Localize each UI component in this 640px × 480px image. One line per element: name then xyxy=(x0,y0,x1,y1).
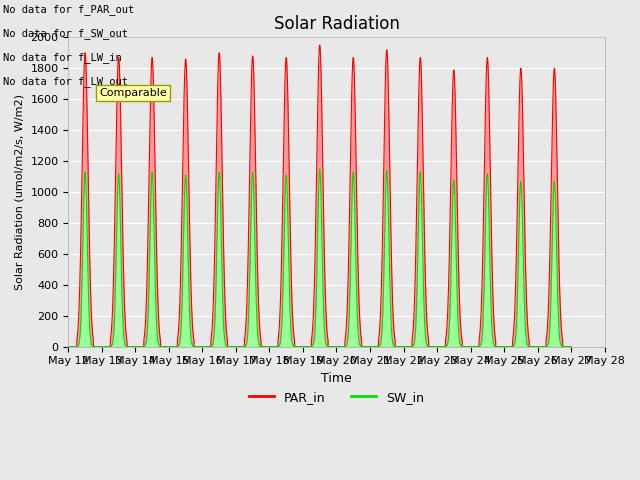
Text: No data for f_LW_in: No data for f_LW_in xyxy=(3,52,122,63)
X-axis label: Time: Time xyxy=(321,372,352,385)
Title: Solar Radiation: Solar Radiation xyxy=(273,15,399,33)
Text: No data for f_PAR_out: No data for f_PAR_out xyxy=(3,4,134,15)
Text: No data for f_SW_out: No data for f_SW_out xyxy=(3,28,128,39)
Legend: PAR_in, SW_in: PAR_in, SW_in xyxy=(244,385,429,408)
Text: No data for f_LW_out: No data for f_LW_out xyxy=(3,76,128,87)
Text: Comparable: Comparable xyxy=(99,88,167,98)
Y-axis label: Solar Radiation (umol/m2/s, W/m2): Solar Radiation (umol/m2/s, W/m2) xyxy=(15,94,25,290)
